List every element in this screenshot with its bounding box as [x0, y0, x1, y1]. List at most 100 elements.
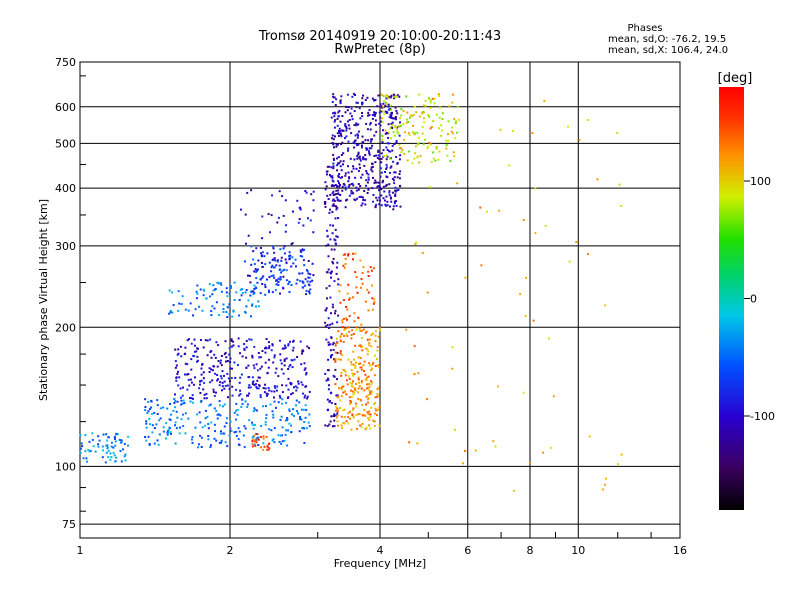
data-point [349, 297, 351, 300]
data-point [217, 378, 219, 381]
data-point [407, 121, 410, 124]
data-point [544, 224, 547, 227]
data-point [292, 340, 294, 343]
data-point [281, 384, 284, 387]
data-point [240, 208, 242, 211]
data-point [330, 276, 332, 279]
data-point [398, 173, 401, 175]
data-point [252, 290, 255, 293]
data-point [456, 106, 459, 108]
data-point [361, 349, 364, 352]
data-point [399, 185, 402, 188]
data-point [388, 157, 391, 160]
data-point [327, 408, 330, 411]
data-point [288, 280, 291, 283]
data-point [427, 114, 430, 117]
data-point [245, 305, 248, 308]
data-point [217, 282, 220, 285]
data-point [432, 151, 435, 154]
data-point [332, 204, 335, 207]
data-point [299, 206, 302, 209]
data-point [282, 247, 285, 250]
data-point [177, 384, 180, 387]
data-point [341, 321, 344, 324]
data-point [348, 315, 351, 317]
data-point [380, 93, 383, 96]
data-point [210, 349, 213, 352]
data-point [182, 399, 185, 402]
data-point [256, 433, 259, 436]
data-point [285, 357, 288, 360]
data-point [357, 356, 360, 359]
data-point [380, 188, 383, 191]
data-point [341, 189, 344, 192]
data-point [353, 391, 356, 394]
data-point [243, 348, 246, 351]
data-point [209, 295, 212, 298]
data-point [206, 339, 209, 342]
data-point [355, 405, 358, 408]
data-point [326, 165, 329, 168]
data-point [253, 407, 256, 410]
data-point [216, 379, 219, 382]
data-point [85, 457, 88, 460]
data-point [352, 184, 355, 187]
data-point [416, 155, 419, 158]
data-point [400, 114, 403, 117]
data-point [347, 375, 350, 378]
data-point [374, 99, 377, 102]
data-point [280, 259, 283, 262]
stats-line-x: mean, sd,X: 106.4, 24.0 [608, 45, 728, 56]
data-point [447, 139, 450, 142]
data-point [373, 374, 376, 377]
data-point [223, 353, 226, 355]
data-point [434, 159, 437, 162]
data-point [325, 309, 327, 312]
data-point [230, 339, 233, 342]
data-point [335, 235, 338, 238]
data-point [360, 387, 363, 390]
data-point [331, 199, 334, 202]
data-point [339, 130, 341, 132]
data-point [153, 442, 156, 445]
data-point [210, 356, 213, 359]
data-point [204, 417, 207, 420]
data-point [167, 431, 170, 434]
data-point [182, 386, 184, 389]
data-point [288, 422, 291, 425]
data-point [337, 314, 340, 317]
data-point [348, 326, 351, 329]
data-point [181, 394, 184, 397]
data-point [395, 141, 398, 144]
data-point [239, 376, 242, 379]
data-point [148, 442, 151, 445]
data-point [357, 134, 360, 137]
data-point [288, 409, 291, 412]
data-point [334, 360, 337, 363]
data-point [408, 150, 410, 153]
data-point [349, 157, 352, 160]
data-point [356, 136, 359, 139]
data-point [204, 409, 207, 412]
data-point [226, 372, 229, 375]
data-point [233, 411, 236, 414]
data-point [448, 105, 451, 108]
data-point [390, 113, 393, 116]
data-point [228, 434, 231, 437]
data-point [301, 383, 304, 386]
data-point [367, 383, 370, 386]
data-point [343, 328, 345, 331]
data-point [346, 292, 349, 295]
data-point [204, 424, 207, 427]
data-point [391, 149, 394, 152]
data-point [301, 272, 304, 275]
data-point [193, 355, 196, 358]
data-point [328, 423, 331, 426]
data-point [207, 427, 210, 430]
data-point [273, 390, 276, 393]
data-point [384, 199, 386, 202]
data-point [192, 314, 194, 317]
data-point [155, 423, 158, 426]
data-point [228, 347, 231, 349]
data-point [79, 434, 82, 437]
